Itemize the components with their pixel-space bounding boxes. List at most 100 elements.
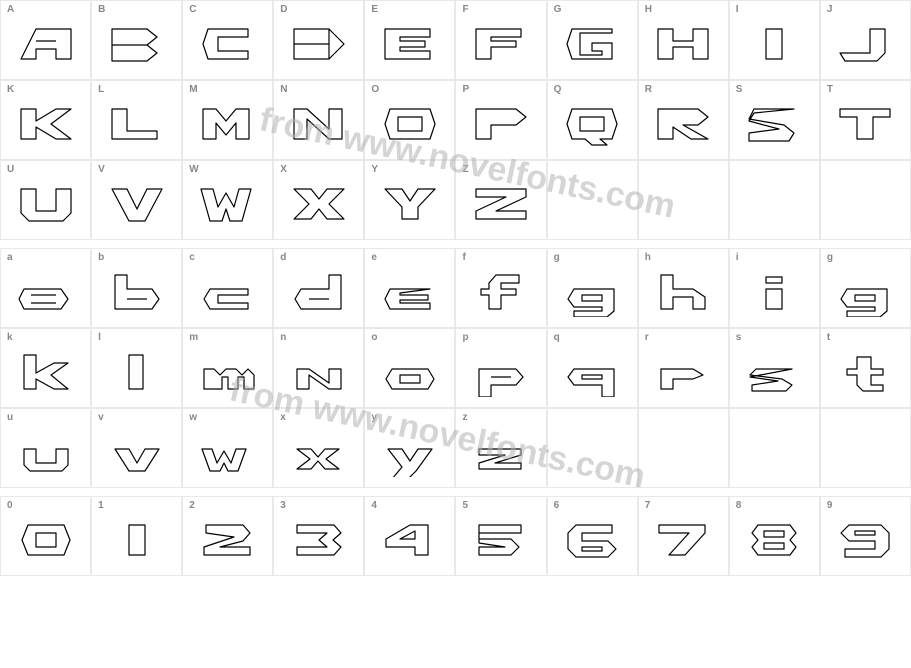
- glyph-3: [284, 515, 354, 565]
- glyph-U: [11, 179, 81, 229]
- glyph-N: [284, 99, 354, 149]
- glyph-cell-r: r: [638, 328, 729, 408]
- cell-label: 0: [7, 500, 13, 511]
- cell-label: O: [371, 84, 379, 95]
- glyph-4: [375, 515, 445, 565]
- empty-cell: [547, 160, 638, 240]
- glyph-cell-k: k: [0, 328, 91, 408]
- cell-label: 5: [462, 500, 468, 511]
- cell-label: g: [554, 252, 560, 263]
- empty-cell: [820, 408, 911, 488]
- glyph-cell-6: 6: [547, 496, 638, 576]
- glyph-B: [102, 19, 172, 69]
- glyph-D: [284, 19, 354, 69]
- glyph-d: [284, 267, 354, 317]
- glyph-r: [648, 347, 718, 397]
- glyph-g: [830, 267, 900, 317]
- glyph-Y: [375, 179, 445, 229]
- glyph-cell-I: I: [729, 0, 820, 80]
- cell-label: 9: [827, 500, 833, 511]
- cell-label: i: [736, 252, 739, 263]
- cell-label: N: [280, 84, 287, 95]
- glyph-i: [739, 267, 809, 317]
- cell-label: M: [189, 84, 197, 95]
- glyph-v: [102, 427, 172, 477]
- cell-label: e: [371, 252, 377, 263]
- empty-cell: [638, 408, 729, 488]
- cell-label: V: [98, 164, 105, 175]
- glyph-cell-z: z: [455, 408, 546, 488]
- cell-label: g: [827, 252, 833, 263]
- cell-label: D: [280, 4, 287, 15]
- cell-label: s: [736, 332, 742, 343]
- glyph-cell-H: H: [638, 0, 729, 80]
- cell-label: B: [98, 4, 105, 15]
- glyph-cell-U: U: [0, 160, 91, 240]
- cell-label: Z: [462, 164, 468, 175]
- glyph-q: [557, 347, 627, 397]
- glyph-w: [193, 427, 263, 477]
- glyph-cell-w: w: [182, 408, 273, 488]
- glyph-s: [739, 347, 809, 397]
- cell-label: x: [280, 412, 286, 423]
- glyph-Z: [466, 179, 536, 229]
- glyph-cell-J: J: [820, 0, 911, 80]
- cell-label: z: [462, 412, 467, 423]
- glyph-cell-g: g: [547, 248, 638, 328]
- glyph-cell-d: d: [273, 248, 364, 328]
- glyph-t: [830, 347, 900, 397]
- glyph-G: [557, 19, 627, 69]
- glyph-T: [830, 99, 900, 149]
- glyph-cell-T: T: [820, 80, 911, 160]
- glyph-cell-S: S: [729, 80, 820, 160]
- glyph-cell-f: f: [455, 248, 546, 328]
- glyph-cell-p: p: [455, 328, 546, 408]
- cell-label: 8: [736, 500, 742, 511]
- glyph-cell-2: 2: [182, 496, 273, 576]
- glyph-cell-X: X: [273, 160, 364, 240]
- glyph-cell-n: n: [273, 328, 364, 408]
- cell-label: b: [98, 252, 104, 263]
- glyph-H: [648, 19, 718, 69]
- glyph-p: [466, 347, 536, 397]
- glyph-y: [375, 427, 445, 477]
- glyph-k: [11, 347, 81, 397]
- glyph-W: [193, 179, 263, 229]
- cell-label: f: [462, 252, 465, 263]
- glyph-a: [11, 267, 81, 317]
- glyph-cell-4: 4: [364, 496, 455, 576]
- glyph-cell-M: M: [182, 80, 273, 160]
- cell-label: W: [189, 164, 198, 175]
- glyph-cell-x: x: [273, 408, 364, 488]
- glyph-n: [284, 347, 354, 397]
- glyph-C: [193, 19, 263, 69]
- glyph-cell-W: W: [182, 160, 273, 240]
- glyph-R: [648, 99, 718, 149]
- glyph-cell-m: m: [182, 328, 273, 408]
- glyph-cell-u: u: [0, 408, 91, 488]
- cell-label: J: [827, 4, 833, 15]
- glyph-L: [102, 99, 172, 149]
- section-gap: [0, 240, 911, 248]
- glyph-S: [739, 99, 809, 149]
- glyph-cell-8: 8: [729, 496, 820, 576]
- glyph-cell-o: o: [364, 328, 455, 408]
- cell-label: p: [462, 332, 468, 343]
- cell-label: K: [7, 84, 14, 95]
- glyph-g: [557, 267, 627, 317]
- cell-label: R: [645, 84, 652, 95]
- cell-label: m: [189, 332, 198, 343]
- glyph-cell-D: D: [273, 0, 364, 80]
- glyph-f: [466, 267, 536, 317]
- cell-label: v: [98, 412, 104, 423]
- cell-label: F: [462, 4, 468, 15]
- glyph-I: [739, 19, 809, 69]
- glyph-O: [375, 99, 445, 149]
- empty-cell: [638, 160, 729, 240]
- glyph-cell-V: V: [91, 160, 182, 240]
- cell-label: n: [280, 332, 286, 343]
- cell-label: Y: [371, 164, 378, 175]
- glyph-E: [375, 19, 445, 69]
- glyph-cell-B: B: [91, 0, 182, 80]
- glyph-m: [193, 347, 263, 397]
